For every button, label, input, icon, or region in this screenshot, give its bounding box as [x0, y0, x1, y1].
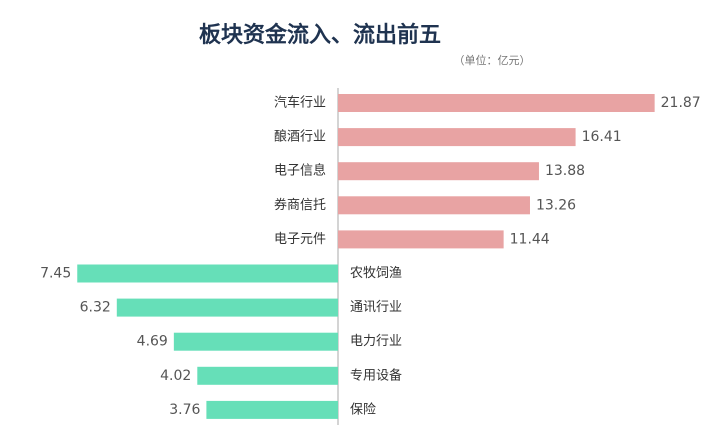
- value-label: 3.76: [169, 402, 200, 418]
- value-label: 13.88: [545, 163, 585, 179]
- category-label: 农牧饲渔: [350, 266, 402, 281]
- category-label: 电子信息: [274, 163, 326, 179]
- category-label: 券商信托: [274, 197, 326, 213]
- category-label: 通讯行业: [350, 300, 402, 315]
- bar: [338, 128, 576, 147]
- value-label: 11.44: [510, 231, 550, 247]
- bar: [338, 196, 530, 215]
- value-label: 6.32: [80, 300, 111, 316]
- bar: [197, 366, 338, 385]
- chart-subtitle: （单位：亿元）: [454, 53, 531, 67]
- value-label: 21.87: [661, 95, 701, 111]
- category-label: 电子元件: [274, 232, 326, 247]
- category-label: 专用设备: [350, 367, 402, 383]
- bar: [206, 400, 338, 419]
- bar: [173, 332, 338, 351]
- value-label: 13.26: [536, 197, 576, 213]
- value-label: 4.69: [137, 334, 168, 350]
- category-label: 电力行业: [350, 334, 402, 349]
- value-label: 4.02: [160, 368, 191, 384]
- category-label: 汽车行业: [274, 95, 326, 111]
- chart-title: 板块资金流入、流出前五: [199, 22, 441, 48]
- bar: [77, 264, 338, 283]
- value-label: 16.41: [582, 129, 622, 145]
- bar: [338, 162, 539, 181]
- value-label: 7.45: [40, 266, 71, 282]
- bar: [338, 230, 504, 249]
- category-label: 酿酒行业: [274, 129, 326, 145]
- bar: [338, 94, 655, 112]
- bar: [116, 298, 338, 317]
- category-label: 保险: [350, 402, 376, 417]
